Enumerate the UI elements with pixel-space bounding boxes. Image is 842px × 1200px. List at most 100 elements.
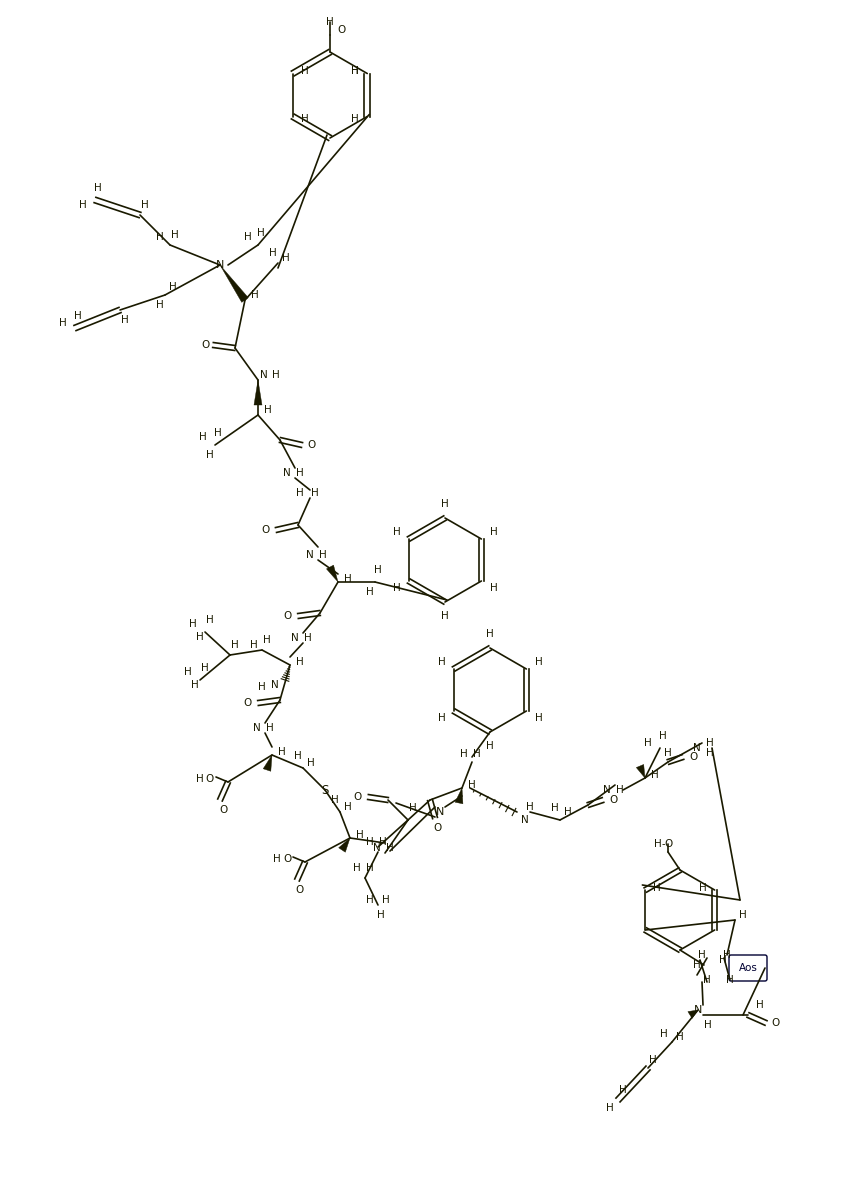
Text: H: H [377,910,385,920]
Text: H: H [282,253,290,263]
Text: H: H [301,114,309,124]
Text: H: H [351,66,360,77]
Text: H: H [201,662,209,673]
Text: H: H [486,629,494,638]
Text: H: H [312,488,319,498]
Text: H: H [59,318,67,328]
Text: H: H [468,780,476,790]
Polygon shape [264,755,272,772]
Text: H: H [676,1032,684,1042]
Text: H: H [664,748,672,758]
Text: H: H [156,232,164,242]
Polygon shape [327,565,338,582]
Text: H: H [296,658,304,667]
Polygon shape [455,788,463,804]
Text: H: H [269,248,277,258]
Text: H: H [535,713,542,722]
Text: H: H [257,228,265,238]
Text: H: H [366,895,374,905]
Text: N: N [521,815,529,826]
Text: O: O [354,792,362,802]
Text: O: O [609,794,617,805]
Text: N: N [271,680,279,690]
Text: H: H [489,583,498,593]
Text: S: S [322,784,328,797]
Polygon shape [338,838,350,852]
Text: H: H [654,839,662,850]
Text: H: H [651,770,659,780]
Text: H: H [619,1085,627,1094]
Text: -O: -O [662,839,674,850]
Text: N: N [694,1006,702,1015]
Text: H: H [409,803,417,814]
Text: H: H [382,895,390,905]
Text: H: H [79,200,87,210]
Text: N: N [253,722,261,733]
Text: H: H [244,232,252,242]
Text: H: H [273,854,281,864]
Text: H: H [438,713,445,722]
Text: H: H [319,550,327,560]
Text: O: O [296,886,304,895]
Text: O: O [284,611,292,622]
Text: H: H [250,640,258,650]
Text: N: N [693,743,701,754]
Text: H: H [196,774,204,784]
Text: H: H [74,311,82,320]
Text: H: H [301,66,309,77]
Text: H: H [660,1028,668,1039]
Text: H: H [379,838,386,847]
Text: H: H [344,802,352,812]
Text: Aos: Aos [738,962,758,973]
Text: N: N [291,634,299,643]
Text: H: H [189,619,197,629]
Text: H: H [649,1055,657,1066]
Text: H: H [366,838,374,847]
Text: H: H [184,667,192,677]
Text: H: H [294,751,302,761]
Text: H: H [693,960,701,970]
Text: N: N [216,260,224,270]
Text: H: H [231,640,239,650]
Text: N: N [283,468,290,478]
Text: H: H [304,634,312,643]
Text: H: H [698,950,706,960]
Text: H: H [564,806,572,817]
Text: H: H [169,282,177,292]
Text: H: H [121,314,129,325]
Text: O: O [308,440,316,450]
Text: O: O [283,854,291,864]
Text: H: H [331,794,338,805]
Text: H: H [441,611,449,622]
Text: H: H [552,803,559,814]
Text: H: H [171,230,179,240]
Text: H: H [473,749,481,758]
Text: H: H [272,370,280,380]
Text: H: H [606,1103,614,1114]
Text: H: H [486,740,494,751]
Text: O: O [434,823,442,833]
Text: H: H [251,290,258,300]
Text: H: H [441,499,449,509]
Text: H: H [196,632,204,642]
Text: H: H [706,748,714,758]
Text: H: H [703,974,711,985]
Text: H: H [296,468,304,478]
Text: H: H [489,527,498,538]
Polygon shape [220,265,248,302]
Text: H: H [739,910,747,920]
Text: H: H [296,488,304,498]
Text: H: H [351,66,360,77]
Text: H: H [263,635,271,646]
Text: H: H [756,1000,764,1010]
Text: H: H [307,758,315,768]
Text: H: H [206,450,214,460]
Text: H: H [214,428,222,438]
Text: H: H [535,658,542,667]
Text: H: H [326,17,334,26]
Text: H: H [719,955,727,965]
Text: H: H [94,182,102,193]
Text: H: H [366,863,374,874]
Text: O: O [772,1018,781,1028]
Text: O: O [244,698,252,708]
